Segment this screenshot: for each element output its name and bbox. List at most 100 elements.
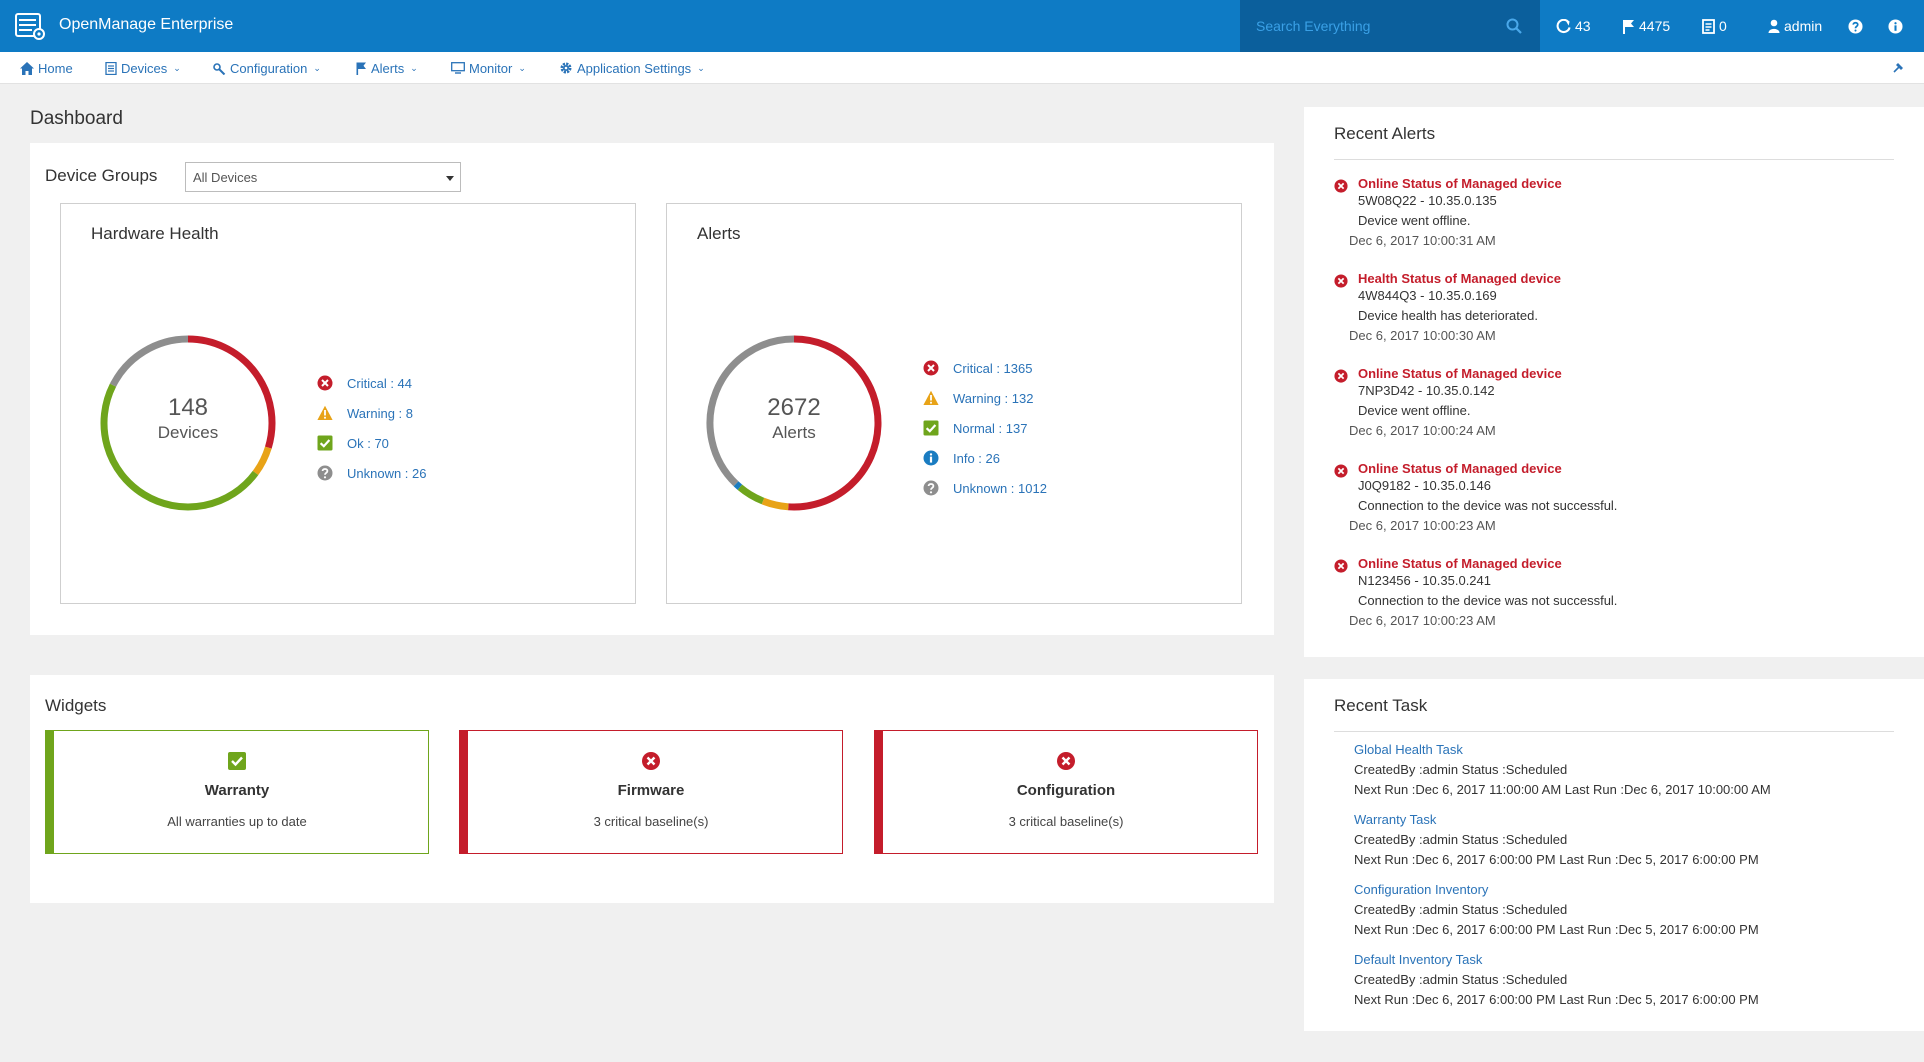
legend-label: Critical : 1365: [953, 360, 1033, 376]
legend-item[interactable]: Info : 26: [923, 443, 1047, 473]
alert-title-link[interactable]: Online Status of Managed device: [1358, 176, 1562, 191]
recent-task-item: Configuration Inventory CreatedBy :admin …: [1354, 882, 1914, 942]
alert-device: 7NP3D42 - 10.35.0.142: [1358, 383, 1495, 398]
donut-segment-warning[interactable]: [761, 497, 789, 511]
recent-alert-item[interactable]: Health Status of Managed device 4W844Q3 -…: [1334, 271, 1894, 351]
hardware-health-center: 148 Devices: [108, 394, 268, 443]
server-rack-icon[interactable]: [14, 12, 46, 40]
donut-segment-warning[interactable]: [252, 446, 272, 476]
alert-title-link[interactable]: Online Status of Managed device: [1358, 366, 1562, 381]
task-status: CreatedBy :admin Status :Scheduled: [1354, 972, 1568, 987]
task-status: CreatedBy :admin Status :Scheduled: [1354, 762, 1568, 777]
legend-label: Critical : 44: [347, 375, 413, 391]
widget-firmware[interactable]: Firmware 3 critical baseline(s): [459, 730, 843, 854]
nav-application-settings[interactable]: Application Settings ⌄: [559, 59, 705, 77]
widget-title: Warranty: [204, 782, 270, 799]
alert-title-link[interactable]: Health Status of Managed device: [1358, 271, 1561, 286]
info-button[interactable]: [1888, 16, 1903, 36]
critical-icon: [923, 360, 939, 376]
critical-icon: [1334, 179, 1348, 193]
divider: [1334, 159, 1894, 160]
widget-configuration[interactable]: Configuration 3 critical baseline(s): [874, 730, 1258, 854]
donut-segment-unknown[interactable]: [706, 335, 795, 487]
donut-segment-critical[interactable]: [788, 335, 882, 511]
task-name-link[interactable]: Warranty Task: [1354, 812, 1437, 827]
hardware-health-legend: Critical : 44 Warning : 8 Ok : 70 Unknown :…: [317, 368, 427, 488]
reports-button[interactable]: 0: [1702, 16, 1727, 36]
legend-item[interactable]: Normal : 137: [923, 413, 1047, 443]
legend-item[interactable]: Ok : 70: [317, 428, 427, 458]
recent-alert-item[interactable]: Online Status of Managed device 5W08Q22 -…: [1334, 176, 1894, 256]
legend-item[interactable]: Warning : 8: [317, 398, 427, 428]
alerts-donut[interactable]: [703, 332, 885, 514]
nav-devices[interactable]: Devices ⌄: [105, 59, 181, 77]
donut-segment-critical[interactable]: [187, 335, 276, 449]
legend-item[interactable]: Critical : 44: [317, 368, 427, 398]
nav-home[interactable]: Home: [20, 59, 73, 77]
widget-status-bar: [45, 730, 54, 854]
hardware-health-donut[interactable]: [97, 332, 279, 514]
widget-subtitle: All warranties up to date: [167, 814, 307, 829]
recent-alert-item[interactable]: Online Status of Managed device 7NP3D42 -…: [1334, 366, 1894, 446]
hardware-health-card: Hardware Health 148 Devices Critical : 4…: [60, 203, 636, 604]
user-menu-button[interactable]: admin: [1768, 16, 1822, 36]
help-button[interactable]: [1848, 16, 1863, 36]
ok-icon: [923, 420, 939, 436]
task-schedule: Next Run :Dec 6, 2017 6:00:00 PM Last Ru…: [1354, 852, 1759, 867]
legend-item[interactable]: Unknown : 26: [317, 458, 427, 488]
legend-label: Normal : 137: [953, 420, 1028, 436]
alert-message: Connection to the device was not success…: [1358, 593, 1618, 608]
legend-label: Warning : 132: [953, 390, 1034, 406]
recent-alert-item[interactable]: Online Status of Managed device J0Q9182 -…: [1334, 461, 1894, 541]
task-name-link[interactable]: Default Inventory Task: [1354, 952, 1483, 967]
chevron-down-icon: ⌄: [173, 62, 181, 73]
task-name-link[interactable]: Configuration Inventory: [1354, 882, 1489, 897]
widget-warranty[interactable]: Warranty All warranties up to date: [45, 730, 429, 854]
recent-alert-item[interactable]: Online Status of Managed device N123456 -…: [1334, 556, 1894, 636]
task-name-link[interactable]: Global Health Task: [1354, 742, 1463, 757]
jobs-button[interactable]: 43: [1556, 16, 1591, 36]
nav-monitor[interactable]: Monitor ⌄: [451, 59, 526, 77]
search-icon[interactable]: [1506, 18, 1522, 34]
info-icon: [1888, 18, 1903, 34]
legend-item[interactable]: Warning : 132: [923, 383, 1047, 413]
alert-message: Connection to the device was not success…: [1358, 498, 1618, 513]
alerts-counter-button[interactable]: 4475: [1622, 16, 1670, 36]
page-title: Dashboard: [30, 108, 123, 129]
critical-icon: [1334, 559, 1348, 573]
alerts-card: Alerts 2672 Alerts Critical : 1365 Warnin…: [666, 203, 1242, 604]
chevron-down-icon: ⌄: [410, 62, 418, 73]
nav-alerts[interactable]: Alerts ⌄: [356, 59, 418, 77]
search-input[interactable]: [1256, 14, 1496, 38]
alerts-total-label: Alerts: [772, 423, 816, 442]
donut-segment-unknown[interactable]: [109, 335, 189, 387]
legend-label: Info : 26: [953, 450, 1000, 466]
alerts-count: 4475: [1639, 18, 1671, 34]
critical-icon: [642, 752, 660, 770]
user-icon: [1768, 19, 1780, 33]
donut-segment-info[interactable]: [733, 481, 743, 490]
hardware-health-title: Hardware Health: [91, 224, 219, 243]
pin-icon[interactable]: [1892, 60, 1906, 74]
nav-configuration[interactable]: Configuration ⌄: [212, 59, 321, 77]
device-group-select[interactable]: All Devices: [185, 162, 461, 192]
nav-home-label: Home: [38, 60, 73, 76]
legend-item[interactable]: Critical : 1365: [923, 353, 1047, 383]
recent-task-item: Default Inventory Task CreatedBy :admin S…: [1354, 952, 1914, 1012]
legend-item[interactable]: Unknown : 1012: [923, 473, 1047, 503]
alerts-legend: Critical : 1365 Warning : 132 Normal : 137…: [923, 353, 1047, 503]
critical-icon: [1334, 369, 1348, 383]
donut-segment-ok[interactable]: [737, 484, 765, 505]
monitor-icon: [451, 62, 465, 74]
recent-alerts-panel: Recent Alerts Online Status of Managed d…: [1304, 107, 1924, 657]
nav-configuration-label: Configuration: [230, 60, 308, 76]
donut-segment-ok[interactable]: [100, 383, 259, 511]
search-box: [1240, 0, 1540, 52]
device-group-selected: All Devices: [193, 170, 258, 185]
flag-icon: [1623, 19, 1634, 34]
nav-application-settings-label: Application Settings: [577, 60, 692, 76]
alert-title-link[interactable]: Online Status of Managed device: [1358, 461, 1562, 476]
critical-icon: [1334, 464, 1348, 478]
alert-title-link[interactable]: Online Status of Managed device: [1358, 556, 1562, 571]
user-name: admin: [1784, 18, 1823, 34]
